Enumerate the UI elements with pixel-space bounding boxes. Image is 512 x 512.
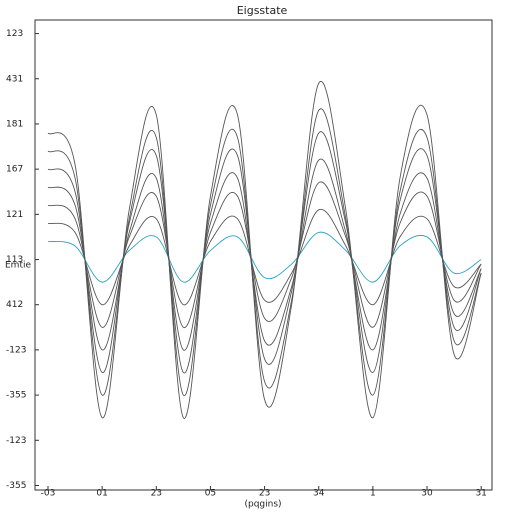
wave-line	[47, 80, 482, 419]
x-tick-label: 01	[96, 489, 107, 499]
y-tick-label: 431	[6, 74, 23, 84]
x-tick-label: 23	[151, 489, 162, 499]
x-tick-label: 34	[313, 489, 325, 499]
wave-line	[47, 131, 482, 373]
wave-line	[47, 108, 482, 396]
y-tick-label: -355	[6, 481, 26, 491]
wave-line	[47, 181, 482, 328]
x-tick-label: 23	[259, 489, 270, 499]
x-tick-label: -03	[41, 489, 56, 499]
y-tick-label: 113	[6, 255, 23, 265]
y-tick-label: -123	[6, 436, 26, 446]
wave-line	[47, 208, 482, 306]
y-tick-label: 123	[6, 29, 23, 39]
x-tick-label: 1	[370, 489, 376, 499]
plot-frame	[34, 19, 493, 491]
x-tick-label: 31	[475, 489, 486, 499]
y-tick-label: 412	[6, 300, 23, 310]
chart-title: Eigsstate	[237, 4, 288, 17]
wave-line	[47, 158, 482, 351]
y-axis-label: Emtie	[5, 261, 31, 271]
y-tick-label: -123	[6, 345, 26, 355]
x-tick-label: 05	[205, 489, 216, 499]
wave-line	[47, 231, 482, 283]
x-axis-label: (pqgins)	[244, 500, 281, 510]
y-tick-label: -355	[6, 391, 26, 401]
x-tick-label: 30	[421, 489, 433, 499]
y-tick-label: 167	[6, 165, 23, 175]
y-tick-label: 121	[6, 210, 23, 220]
y-tick-label: 181	[6, 119, 23, 129]
